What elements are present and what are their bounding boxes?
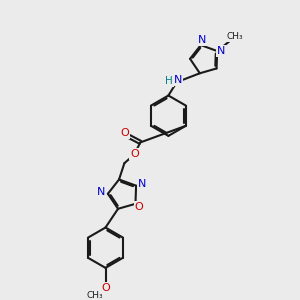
Text: N: N xyxy=(198,35,206,45)
Text: N: N xyxy=(174,75,182,85)
Text: N: N xyxy=(97,187,106,197)
Text: CH₃: CH₃ xyxy=(87,291,103,300)
Text: O: O xyxy=(121,128,129,138)
Text: H: H xyxy=(165,76,173,86)
Text: O: O xyxy=(135,202,143,212)
Text: CH₃: CH₃ xyxy=(226,32,243,41)
Text: O: O xyxy=(102,283,110,293)
Text: N: N xyxy=(217,46,225,56)
Text: O: O xyxy=(130,149,139,159)
Text: N: N xyxy=(138,179,146,189)
